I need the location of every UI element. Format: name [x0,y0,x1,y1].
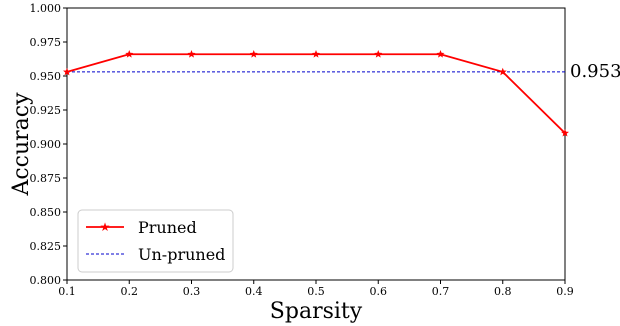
unpruned-value-annotation: 0.953 [570,61,620,82]
pruned-point [125,50,134,58]
y-tick-label: 0.900 [30,138,62,151]
x-axis-ticks: 0.1 0.2 0.3 0.4 0.5 0.6 0.7 0.8 0.9 [58,280,574,298]
legend-unpruned-label: Un-pruned [138,245,225,264]
pruned-point [436,50,445,58]
y-tick-label: 1.000 [30,2,62,15]
x-tick-label: 0.1 [58,285,76,298]
legend-pruned-marker: ★ [100,220,111,234]
pruned-point [249,50,258,58]
pruned-point [561,128,569,137]
y-tick-label: 0.975 [30,36,62,49]
legend: ★ Pruned Un-pruned [77,209,234,273]
y-tick-label: 0.925 [30,104,62,117]
x-tick-label: 0.8 [494,285,512,298]
pruned-point [187,50,196,58]
y-tick-label: 0.850 [30,206,62,219]
series-pruned-markers [63,50,569,137]
legend-box [77,209,234,273]
pruned-point [374,50,383,58]
pruned-point [498,67,507,76]
x-tick-label: 0.9 [556,285,574,298]
x-tick-label: 0.4 [245,285,263,298]
legend-pruned-label: Pruned [138,218,197,237]
pruned-point [312,50,320,58]
x-tick-label: 0.2 [121,285,139,298]
y-tick-label: 0.800 [30,274,62,287]
x-tick-label: 0.3 [183,285,201,298]
y-tick-label: 0.875 [30,172,62,185]
x-axis-label: Sparsity [270,299,363,324]
y-tick-label: 0.825 [30,240,62,253]
x-tick-label: 0.7 [432,285,450,298]
pruned-point [63,67,71,76]
x-tick-label: 0.5 [307,285,325,298]
x-tick-label: 0.6 [370,285,388,298]
y-axis-label: Accuracy [9,92,34,197]
y-axis-ticks: 0.800 0.825 0.850 0.875 0.900 0.925 0.950 0.975… [30,2,67,287]
y-tick-label: 0.950 [30,70,62,83]
